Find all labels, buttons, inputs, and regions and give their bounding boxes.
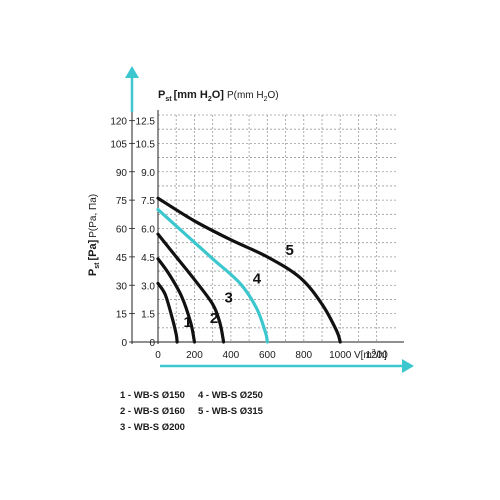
x-tick-label: 400 <box>223 350 240 361</box>
legend-item-3: 3 - WB-S Ø200 <box>120 422 185 433</box>
grid <box>158 114 396 342</box>
curve-label-4: 4 <box>253 270 262 287</box>
curve-label-3: 3 <box>225 289 233 306</box>
legend-item-1: 1 - WB-S Ø150 <box>120 390 185 401</box>
y-tick-label-mm: 7.5 <box>141 196 155 207</box>
x-tick-label: 1000 <box>329 350 352 361</box>
x-tick-label: 1200 <box>366 350 389 361</box>
curve-label-1: 1 <box>184 314 192 331</box>
y-tick-label-pa: 75 <box>116 196 128 207</box>
y-tick-label-mm: 3.0 <box>141 281 155 292</box>
y-tick-label-pa: 30 <box>116 281 128 292</box>
legend: 1 - WB-S Ø150 2 - WB-S Ø160 3 - WB-S Ø20… <box>120 390 264 433</box>
x-tick-label: 200 <box>186 350 203 361</box>
curve-label-2: 2 <box>210 310 218 327</box>
y-tick-label-pa: 105 <box>110 139 127 150</box>
x-axis-label: V[m3/h] <box>354 349 387 361</box>
y-tick-label-mm: 1.5 <box>141 310 155 321</box>
x-tick-label: 600 <box>259 350 276 361</box>
y-tick-label-mm: 9.0 <box>141 168 155 179</box>
legend-item-2: 2 - WB-S Ø160 <box>120 406 185 417</box>
curve-3 <box>156 232 226 344</box>
y-tick-labels-mm: 0 1.5 3.0 4.5 6.0 7.5 9.0 10.5 12.5 <box>136 117 156 349</box>
x-tick-label: 0 <box>155 350 161 361</box>
y-axis-label-pa: Pst[Pa]P(Pa, Па) <box>87 194 101 276</box>
y-tick-label-mm: 6.0 <box>141 225 155 236</box>
x-tick-label: 800 <box>295 350 312 361</box>
y-axis-label-mm: Pst [mm H2O] P(mm H2O) <box>158 89 279 103</box>
y-tick-labels-pa: 0 15 30 45 60 75 90 105 120 <box>110 117 135 349</box>
legend-item-4: 4 - WB-S Ø250 <box>198 390 263 401</box>
curve-label-5: 5 <box>286 242 294 259</box>
curve-1 <box>156 281 179 344</box>
y-tick-label-pa: 15 <box>116 310 128 321</box>
y-tick-label-pa: 60 <box>116 225 128 236</box>
y-arrow-head <box>125 66 139 78</box>
curve-5 <box>156 196 342 344</box>
curve-4 <box>156 207 269 344</box>
curves <box>156 196 342 344</box>
y-tick-label-pa: 45 <box>116 253 128 264</box>
x-tick-labels: 0 200 400 600 800 1000 1200 <box>155 350 388 361</box>
y-tick-label-pa: 120 <box>110 117 127 128</box>
y-tick-label-mm: 4.5 <box>141 253 155 264</box>
y-tick-label-mm: 10.5 <box>136 139 156 150</box>
y-tick-label-pa: 90 <box>116 168 128 179</box>
y-tick-label-mm: 12.5 <box>136 117 156 128</box>
y-tick-label-pa: 0 <box>121 338 127 349</box>
y-tick-label-mm: 0 <box>149 338 155 349</box>
legend-item-5: 5 - WB-S Ø315 <box>198 406 264 417</box>
curve-2 <box>156 257 197 344</box>
x-arrow-head <box>402 359 414 373</box>
